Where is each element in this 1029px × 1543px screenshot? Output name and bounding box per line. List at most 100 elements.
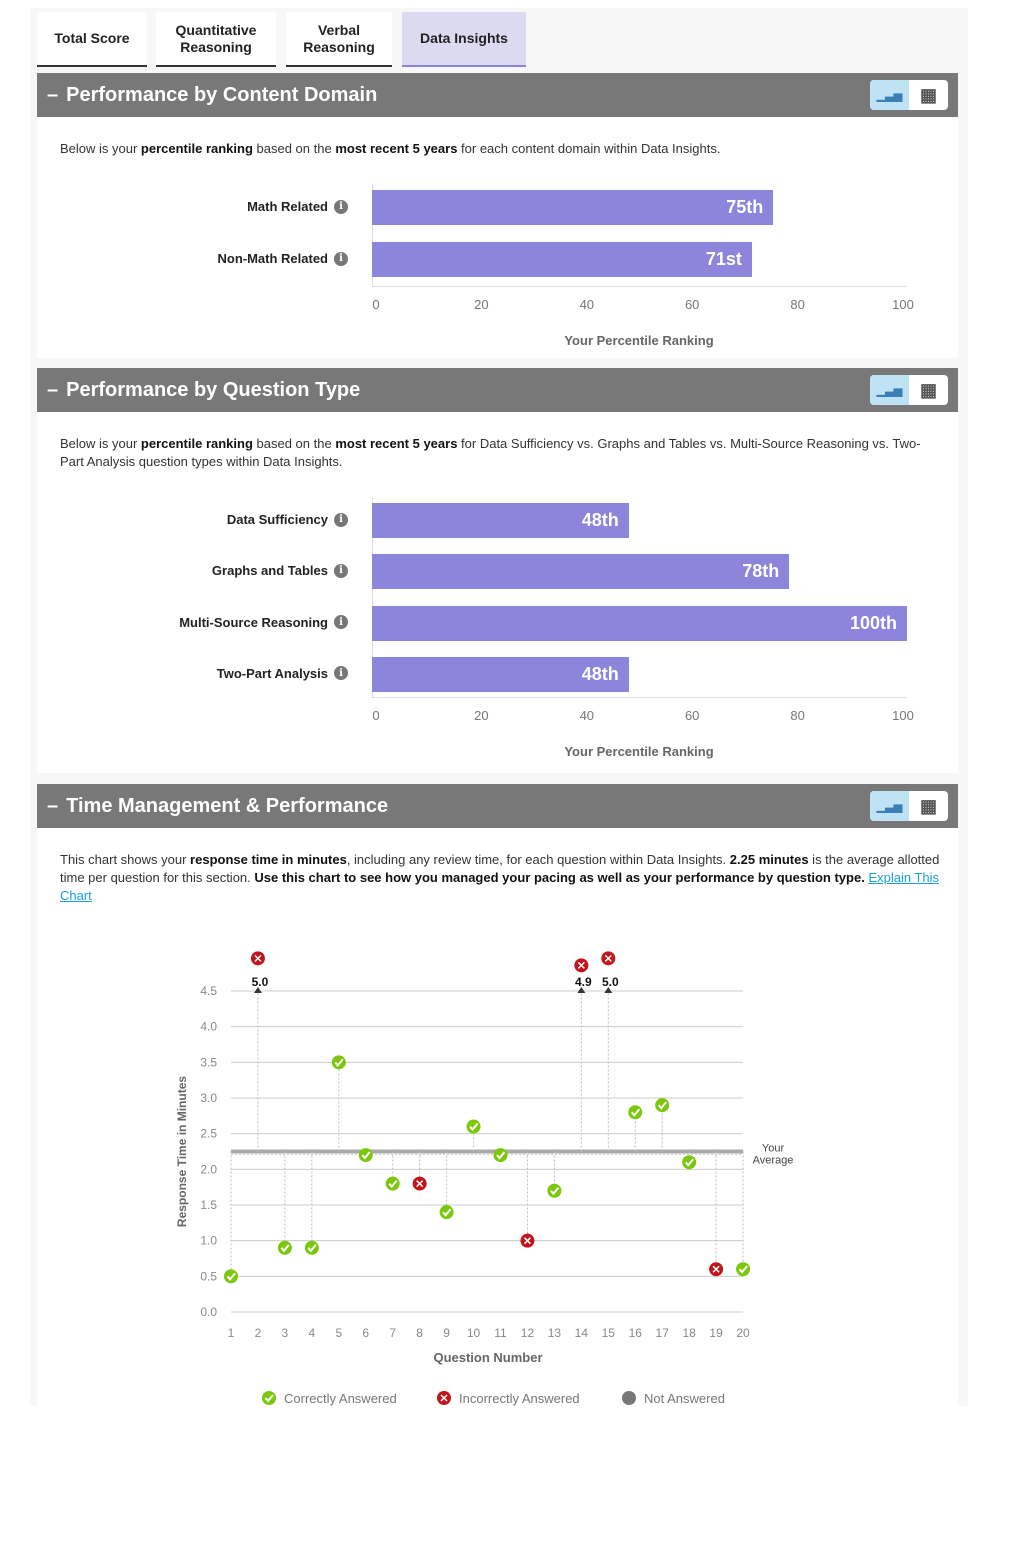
x-mark-icon — [440, 1394, 448, 1402]
bar-chart-icon[interactable]: ▁▃▅ — [870, 80, 909, 110]
report-container: Total Score Quantitative Reasoning Verba… — [30, 8, 968, 1406]
check-icon — [307, 1244, 317, 1253]
check-icon — [442, 1208, 452, 1217]
bar: 48th — [372, 656, 629, 692]
description-text: based on the — [252, 141, 336, 156]
x-tick-label: 20 — [474, 297, 489, 312]
info-icon[interactable]: i — [334, 666, 348, 681]
check-icon — [264, 1394, 274, 1403]
description-text: Below is your — [60, 141, 141, 156]
bar-category: Graphs and Tables — [211, 563, 328, 579]
check-icon — [226, 1272, 236, 1281]
y-tick-label: 2.5 — [200, 1127, 217, 1141]
correct-legend-icon — [262, 1391, 276, 1405]
bar-chart-icon[interactable]: ▁▃▅ — [870, 375, 909, 405]
overflow-value-label: 4.9 — [575, 975, 592, 989]
chart-axis-line — [372, 286, 907, 287]
table-icon[interactable]: ▦ — [919, 379, 937, 400]
check-icon — [334, 1058, 344, 1067]
bar: 78th — [372, 554, 790, 590]
x-tick-label: 7 — [389, 1326, 396, 1340]
x-mark-icon — [523, 1237, 531, 1245]
check-icon — [361, 1151, 371, 1160]
overflow-arrow-icon — [604, 987, 613, 994]
chart-axis-line — [372, 497, 373, 697]
view-toggle: ▁▃▅ ▦ — [870, 791, 948, 821]
correct-point — [466, 1119, 481, 1134]
correct-point — [358, 1148, 373, 1163]
y-tick-label: 1.0 — [200, 1234, 217, 1248]
table-icon[interactable]: ▦ — [919, 84, 937, 105]
bar-label: Data Sufficiency i — [227, 512, 348, 527]
bar-category: Math Related — [247, 199, 328, 214]
bar: 71st — [372, 242, 752, 277]
info-icon[interactable]: i — [334, 251, 348, 266]
x-tick-label: 4 — [309, 1326, 316, 1340]
tab-data-insights[interactable]: Data Insights — [402, 12, 526, 67]
x-tick-label: 80 — [790, 708, 805, 723]
panel-header: – Performance by Content Domain ▁▃▅ ▦ — [37, 73, 958, 117]
chart-axis-line — [372, 184, 373, 286]
x-tick-label: 5 — [335, 1326, 342, 1340]
collapse-icon[interactable]: – — [47, 378, 59, 401]
tab-quantitative-reasoning[interactable]: Quantitative Reasoning — [156, 12, 276, 67]
x-tick-label: 3 — [282, 1326, 289, 1340]
bar-label: Graphs and Tables i — [212, 563, 348, 578]
correct-point — [331, 1055, 346, 1070]
description-text: percentile ranking — [140, 141, 253, 156]
info-icon[interactable]: i — [334, 615, 348, 630]
description-text: most recent 5 years — [335, 436, 458, 451]
bar-label: Non-Math Related i — [218, 251, 348, 266]
description-text: Use this chart to see how you managed yo… — [254, 870, 865, 885]
tab-verbal-reasoning[interactable]: Verbal Reasoning — [286, 12, 392, 67]
bar-label: Math Related i — [247, 199, 348, 214]
tab-total-score[interactable]: Total Score — [37, 12, 147, 67]
correct-point — [493, 1148, 508, 1163]
legend-label: Not Answered — [644, 1391, 725, 1406]
bar-category: Multi-Source Reasoning — [179, 614, 328, 630]
y-tick-label: 0.5 — [200, 1269, 217, 1283]
panel-title: Performance by Question Type — [66, 378, 361, 401]
description-text: is the average allotted time per questio… — [60, 852, 940, 885]
x-tick-label: 9 — [443, 1326, 450, 1340]
info-icon[interactable]: i — [334, 563, 348, 578]
check-icon — [738, 1265, 748, 1274]
time-management-panel: – Time Management & Performance ▁▃▅ ▦ This c… — [37, 784, 958, 1406]
x-tick-label: 10 — [467, 1326, 481, 1340]
legend-label: Correctly Answered — [284, 1391, 397, 1406]
x-tick-label: 17 — [656, 1326, 670, 1340]
info-icon[interactable]: i — [334, 199, 348, 214]
correct-point — [304, 1240, 319, 1255]
description-text: most recent 5 years — [335, 141, 458, 156]
correct-point — [439, 1205, 454, 1220]
x-tick-label: 0 — [372, 708, 380, 723]
x-tick-label: 18 — [682, 1326, 696, 1340]
correct-point — [655, 1098, 670, 1113]
question-type-panel: – Performance by Question Type ▁▃▅ ▦ Below i… — [37, 368, 958, 773]
check-icon — [388, 1179, 398, 1189]
collapse-icon[interactable]: – — [47, 794, 59, 817]
y-tick-label: 3.0 — [200, 1091, 217, 1105]
description-text: for each content domain within Data Insi… — [457, 141, 721, 156]
correct-point — [277, 1240, 292, 1255]
x-tick-label: 40 — [579, 297, 595, 312]
x-tick-label: 60 — [684, 708, 700, 723]
collapse-icon[interactable]: – — [47, 83, 59, 106]
bar: 75th — [372, 190, 774, 225]
legend-label: Incorrectly Answered — [459, 1391, 580, 1406]
overflow-arrow-icon — [577, 987, 586, 994]
description-text: 2.25 minutes — [729, 852, 809, 867]
explain-chart-link[interactable]: Explain This Chart — [60, 870, 940, 903]
x-tick-label: 20 — [736, 1326, 750, 1340]
bar-chart-icon[interactable]: ▁▃▅ — [870, 791, 909, 821]
bar-label: Two-Part Analysis i — [217, 666, 348, 681]
correct-point — [385, 1176, 400, 1191]
x-axis-title: Question Number — [433, 1350, 542, 1365]
info-icon[interactable]: i — [334, 512, 348, 527]
table-icon[interactable]: ▦ — [919, 795, 937, 816]
description-text: This chart shows your — [60, 852, 191, 867]
response-time-chart: 0.0 0.5 1.0 1.5 2.0 2.5 3.0 3.5 4.0 4.5 YourAverag… — [175, 951, 793, 1406]
view-toggle: ▁▃▅ ▦ — [870, 375, 948, 405]
panel-header: – Time Management & Performance ▁▃▅ ▦ — [37, 784, 958, 828]
description-text: percentile ranking — [140, 436, 253, 451]
